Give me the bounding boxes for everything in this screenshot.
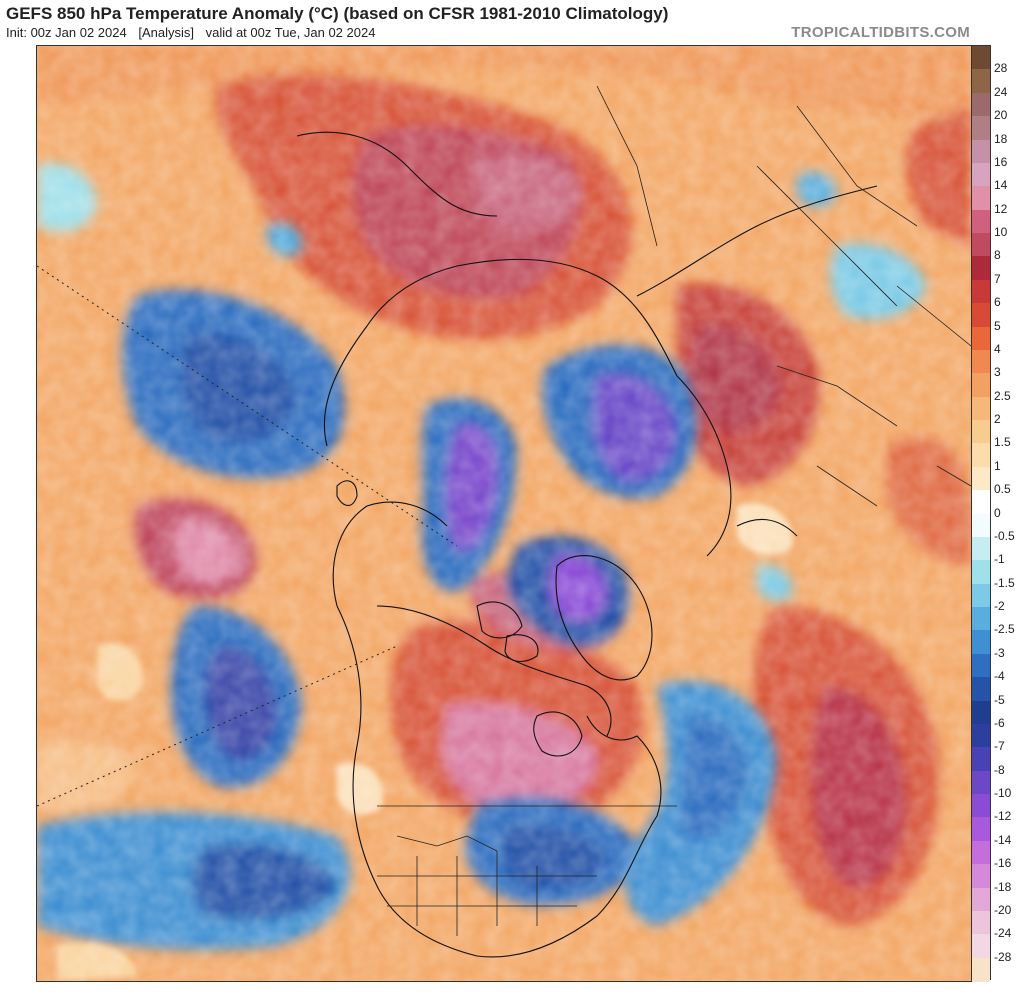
colorbar-tick-label: 1.5 bbox=[994, 435, 1011, 450]
colorbar-swatch bbox=[972, 747, 990, 772]
colorbar-tick-label: 2 bbox=[994, 412, 1001, 426]
colorbar-swatch bbox=[972, 139, 990, 164]
date-line bbox=[37, 265, 458, 807]
run-info: Init: 00z Jan 02 2024 [Analysis] valid a… bbox=[6, 25, 383, 40]
colorbar-swatch bbox=[972, 420, 990, 444]
colorbar-swatch bbox=[972, 326, 990, 351]
valid-time: valid at 00z Tue, Jan 02 2024 bbox=[205, 25, 376, 40]
site-brand: TROPICALTIDBITS.COM bbox=[791, 24, 970, 41]
anomaly-map bbox=[36, 45, 972, 982]
colorbar-swatch bbox=[972, 536, 990, 561]
colorbar-swatch bbox=[972, 513, 990, 538]
colorbar-tick-label: 1 bbox=[994, 458, 1001, 473]
colorbar-tick-label: 20 bbox=[994, 108, 1008, 123]
colorbar-tick-label: -1.5 bbox=[994, 575, 1015, 590]
colorbar-tick-label: -4 bbox=[994, 669, 1005, 684]
run-type: [Analysis] bbox=[138, 25, 194, 40]
colorbar-tick-label: 2.5 bbox=[994, 388, 1011, 403]
political-borders bbox=[377, 85, 971, 936]
colorbar-swatch bbox=[972, 116, 990, 140]
colorbar-tick-label: -28 bbox=[994, 949, 1012, 964]
anomaly-field bbox=[37, 46, 971, 981]
colorbar-tick-label: 5 bbox=[994, 318, 1001, 333]
colorbar-tick-label: 18 bbox=[994, 131, 1008, 146]
colorbar-tick-label: -2.5 bbox=[994, 622, 1015, 637]
colorbar-tick-label: 28 bbox=[994, 61, 1008, 76]
colorbar-tick-label: -8 bbox=[994, 762, 1005, 777]
colorbar-swatch bbox=[972, 840, 990, 865]
colorbar-swatch bbox=[972, 583, 990, 608]
colorbar-swatch bbox=[972, 817, 990, 842]
colorbar-swatch bbox=[972, 279, 990, 304]
colorbar-tick-label: -12 bbox=[994, 809, 1012, 824]
colorbar-swatch bbox=[972, 466, 990, 491]
colorbar-swatch bbox=[972, 490, 990, 514]
colorbar-tick-label: 8 bbox=[994, 248, 1001, 263]
colorbar-tick-label: -24 bbox=[994, 926, 1012, 941]
colorbar-tick-label: -3 bbox=[994, 645, 1005, 660]
colorbar-swatch bbox=[972, 69, 990, 94]
colorbar-tick-label: -2 bbox=[994, 599, 1005, 613]
colorbar-tick-label: -18 bbox=[994, 879, 1012, 894]
colorbar-swatch bbox=[972, 396, 990, 421]
colorbar-swatch bbox=[972, 700, 990, 725]
colorbar-labels: 28 24 20 18 16 14 12 10 8 7 6 5 4 3 2.5 2 1.5 1 0.5 0 -0.5 -1… bbox=[994, 45, 1024, 980]
colorbar-swatch bbox=[972, 92, 990, 117]
init-time: Init: 00z Jan 02 2024 bbox=[6, 25, 127, 40]
colorbar-swatch bbox=[972, 723, 990, 748]
colorbar-swatch bbox=[972, 46, 990, 70]
colorbar-tick-label: 14 bbox=[994, 178, 1008, 193]
colorbar-swatch bbox=[972, 887, 990, 912]
colorbar-tick-label: -14 bbox=[994, 832, 1012, 847]
colorbar-tick-label: 4 bbox=[994, 341, 1001, 356]
colorbar-tick-label: 0.5 bbox=[994, 482, 1011, 497]
map-canvas bbox=[37, 46, 971, 981]
colorbar-swatch bbox=[972, 349, 990, 374]
colorbar-swatch bbox=[972, 934, 990, 959]
colorbar-tick-label: 16 bbox=[994, 154, 1008, 169]
colorbar-swatch bbox=[972, 373, 990, 398]
colorbar-tick-label: 7 bbox=[994, 271, 1001, 286]
colorbar bbox=[971, 45, 991, 982]
colorbar-swatch bbox=[972, 233, 990, 257]
colorbar-swatch bbox=[972, 770, 990, 795]
colorbar-swatch bbox=[972, 864, 990, 888]
colorbar-tick-label: -6 bbox=[994, 715, 1005, 730]
chart-title: GEFS 850 hPa Temperature Anomaly (°C) (b… bbox=[6, 4, 669, 23]
colorbar-tick-label: 10 bbox=[994, 225, 1008, 239]
colorbar-tick-label: -16 bbox=[994, 856, 1012, 871]
colorbar-swatch bbox=[972, 186, 990, 211]
colorbar-swatch bbox=[972, 607, 990, 631]
coastlines bbox=[296, 131, 878, 958]
colorbar-tick-label: 6 bbox=[994, 295, 1001, 310]
colorbar-swatch bbox=[972, 303, 990, 327]
colorbar-swatch bbox=[972, 630, 990, 655]
colorbar-swatch bbox=[972, 443, 990, 468]
colorbar-swatch bbox=[972, 209, 990, 234]
colorbar-tick-label: -5 bbox=[994, 692, 1005, 707]
colorbar-tick-label: 12 bbox=[994, 201, 1008, 216]
colorbar-tick-label: 0 bbox=[994, 505, 1001, 520]
colorbar-tick-label: -7 bbox=[994, 739, 1005, 754]
colorbar-swatch bbox=[972, 653, 990, 678]
colorbar-tick-label: 24 bbox=[994, 84, 1008, 99]
colorbar-swatch bbox=[972, 794, 990, 818]
colorbar-swatch bbox=[972, 256, 990, 281]
colorbar-swatch bbox=[972, 957, 990, 982]
colorbar-tick-label: -10 bbox=[994, 786, 1012, 800]
colorbar-swatch bbox=[972, 162, 990, 187]
colorbar-swatch bbox=[972, 910, 990, 935]
colorbar-tick-label: -20 bbox=[994, 902, 1012, 917]
colorbar-tick-label: 3 bbox=[994, 365, 1001, 380]
colorbar-swatch bbox=[972, 560, 990, 585]
colorbar-tick-label: -1 bbox=[994, 552, 1005, 567]
colorbar-tick-label: -0.5 bbox=[994, 528, 1015, 543]
colorbar-swatch bbox=[972, 677, 990, 701]
